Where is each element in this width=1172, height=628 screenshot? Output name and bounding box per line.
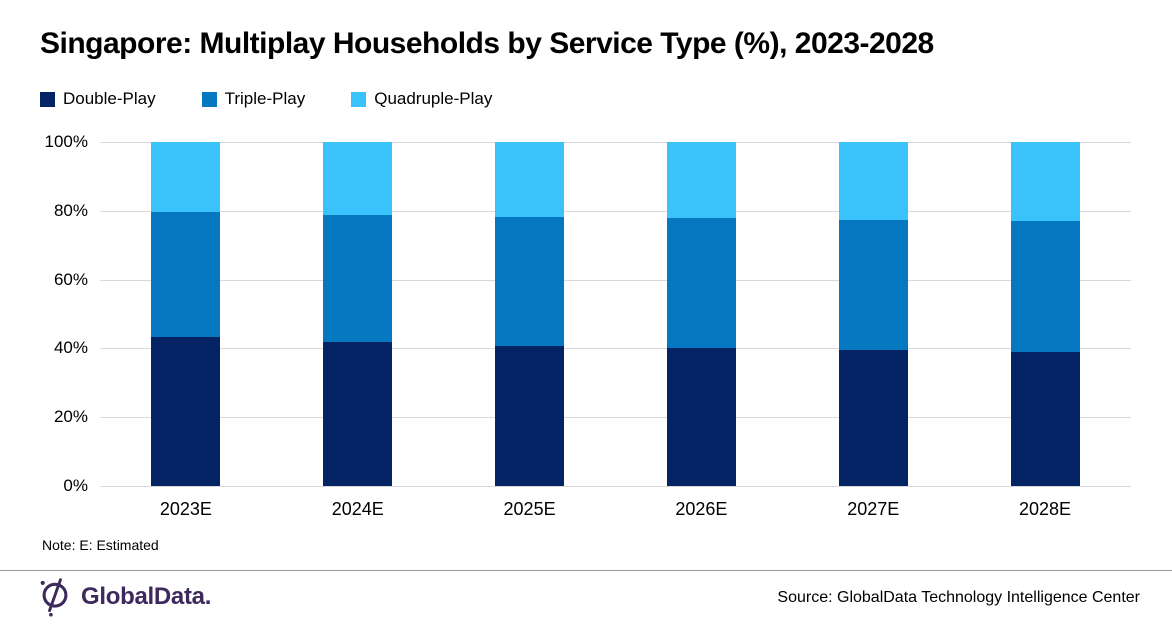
bar-segment-quadruple-play: [151, 142, 221, 213]
stacked-bar-2028E: [1010, 142, 1080, 486]
gridline-80: [100, 210, 1131, 212]
legend-swatch: [40, 91, 55, 107]
brand-wordmark: GlobalData.: [81, 583, 212, 610]
stacked-bar-2023E: [151, 142, 221, 486]
legend-swatch: [351, 91, 367, 107]
bar-segment-double-play: [1010, 351, 1080, 486]
bar-segment-double-play: [838, 349, 908, 486]
footnote: Note: E: Estimated: [42, 537, 159, 553]
stacked-bar-2025E: [495, 142, 565, 486]
y-tick-label: 0%: [63, 476, 88, 495]
bar-segment-quadruple-play: [838, 142, 908, 221]
y-tick-label: 40%: [53, 338, 88, 358]
bar-segment-quadruple-play: [666, 142, 736, 219]
stacked-bar-2026E: [666, 142, 736, 486]
gridline-40: [100, 348, 1131, 350]
bar-segment-triple-play: [495, 216, 565, 346]
y-tick-label: 60%: [53, 269, 88, 289]
footer-divider: [0, 570, 1172, 571]
bar-segment-double-play: [323, 342, 393, 486]
bar-segment-double-play: [151, 337, 221, 486]
bar-segment-triple-play: [323, 214, 393, 343]
bar-segment-double-play: [495, 345, 565, 486]
bar-segment-quadruple-play: [323, 142, 393, 215]
legend-item-quadruple-play: Quadruple-Play: [351, 89, 492, 109]
globaldata-logo: GlobalData.: [38, 577, 211, 617]
bar-group: [100, 142, 1131, 486]
gridline-20: [100, 417, 1131, 419]
x-tick-label: 2027E: [847, 499, 900, 519]
legend-label: Double-Play: [63, 89, 156, 108]
source-attribution: Source: GlobalData Technology Intelligen…: [777, 589, 1140, 606]
gridline-100: [100, 142, 1131, 143]
bar-segment-quadruple-play: [495, 142, 565, 217]
gridline-60: [100, 279, 1131, 281]
chart-legend: Double-Play Triple-Play Quadruple-Play: [40, 89, 492, 109]
bar-segment-triple-play: [838, 220, 908, 350]
gridline-0: [100, 486, 1131, 487]
legend-label: Triple-Play: [224, 89, 306, 108]
y-tick-label: 100%: [44, 132, 88, 151]
globaldata-logo-icon: [40, 578, 68, 617]
stacked-bar-2024E: [323, 142, 393, 486]
bar-segment-double-play: [666, 348, 736, 486]
x-tick-label: 2026E: [675, 499, 728, 519]
legend-item-triple-play: Triple-Play: [201, 89, 306, 109]
page-title: Singapore: Multiplay Households by Servi…: [40, 27, 934, 60]
plot-area: [100, 142, 1131, 487]
x-tick-label: 2028E: [1019, 499, 1072, 519]
bar-segment-triple-play: [151, 212, 221, 338]
x-tick-label: 2023E: [159, 499, 212, 519]
x-tick-label: 2024E: [331, 499, 384, 519]
bar-segment-triple-play: [1010, 221, 1080, 352]
y-axis-labels: 0% 20% 40% 60% 80% 100%: [0, 132, 88, 495]
legend-item-double-play: Double-Play: [40, 89, 156, 109]
x-axis-labels: 2023E 2024E 2025E 2026E 2027E 2028E: [100, 499, 1131, 520]
y-tick-label: 80%: [53, 200, 88, 220]
stacked-bar-2027E: [838, 142, 908, 486]
bar-segment-quadruple-play: [1010, 142, 1080, 222]
legend-label: Quadruple-Play: [374, 89, 493, 108]
bar-segment-triple-play: [666, 218, 736, 349]
y-tick-label: 20%: [53, 407, 88, 427]
legend-swatch: [201, 91, 217, 107]
x-tick-label: 2025E: [503, 499, 556, 519]
